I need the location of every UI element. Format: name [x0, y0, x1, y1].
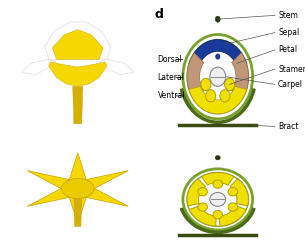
- Circle shape: [228, 203, 238, 211]
- Polygon shape: [189, 87, 247, 114]
- Text: Dorsal: Dorsal: [157, 55, 182, 64]
- Polygon shape: [187, 179, 206, 206]
- Circle shape: [213, 211, 223, 219]
- Text: Petal: Petal: [278, 45, 297, 54]
- Polygon shape: [69, 197, 86, 224]
- Text: Stem: Stem: [278, 11, 298, 20]
- Circle shape: [216, 54, 220, 59]
- Circle shape: [220, 90, 230, 102]
- Polygon shape: [189, 40, 247, 66]
- Circle shape: [213, 180, 223, 188]
- Circle shape: [228, 187, 238, 196]
- Polygon shape: [232, 53, 249, 101]
- Polygon shape: [73, 86, 83, 124]
- Polygon shape: [230, 179, 249, 206]
- Circle shape: [198, 187, 207, 196]
- Circle shape: [215, 16, 220, 22]
- Text: c: c: [6, 5, 13, 18]
- Circle shape: [198, 203, 207, 211]
- Circle shape: [210, 192, 226, 206]
- Circle shape: [224, 78, 235, 91]
- Text: Carpel: Carpel: [278, 80, 303, 89]
- Text: wild type: wild type: [4, 117, 36, 123]
- Polygon shape: [21, 59, 56, 75]
- Polygon shape: [27, 188, 70, 206]
- Text: Stamen: Stamen: [278, 64, 305, 74]
- Polygon shape: [48, 62, 107, 86]
- Polygon shape: [187, 53, 204, 101]
- Circle shape: [206, 90, 216, 102]
- Text: Lateral: Lateral: [157, 73, 185, 82]
- Text: Sepal: Sepal: [278, 28, 299, 37]
- Circle shape: [210, 67, 226, 86]
- Polygon shape: [202, 173, 234, 185]
- Circle shape: [201, 78, 211, 91]
- Circle shape: [215, 155, 220, 160]
- Text: d: d: [154, 8, 163, 21]
- Polygon shape: [189, 206, 217, 226]
- Polygon shape: [27, 171, 70, 189]
- Polygon shape: [52, 30, 103, 59]
- Polygon shape: [45, 22, 111, 59]
- Polygon shape: [99, 59, 134, 75]
- Polygon shape: [219, 206, 246, 226]
- Text: Bract: Bract: [278, 122, 298, 131]
- Polygon shape: [69, 153, 86, 180]
- Text: Ventral: Ventral: [157, 92, 185, 100]
- Text: peloric: peloric: [4, 238, 27, 245]
- Polygon shape: [85, 171, 128, 189]
- Polygon shape: [85, 188, 128, 206]
- Polygon shape: [74, 198, 82, 227]
- Circle shape: [61, 179, 94, 198]
